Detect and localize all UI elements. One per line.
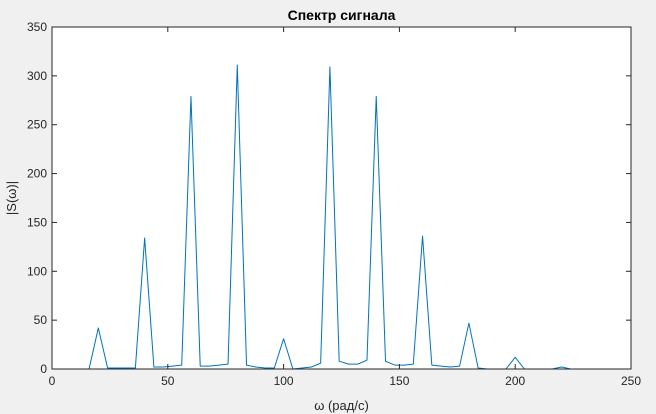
x-tick-label: 0	[49, 374, 56, 388]
axes-box	[51, 26, 632, 370]
y-axis-label: |S(ω)|	[4, 181, 19, 215]
y-tick-label: 300	[27, 69, 47, 83]
y-tick-label: 150	[27, 215, 47, 229]
axes	[51, 26, 632, 370]
chart-title: Спектр сигнала	[288, 7, 396, 23]
x-tick-label: 150	[389, 374, 409, 388]
x-tick-label: 100	[274, 374, 294, 388]
y-tick-label: 50	[34, 313, 48, 327]
x-tick-label: 200	[505, 374, 525, 388]
y-tick-label: 200	[27, 167, 47, 181]
y-tick-label: 350	[27, 20, 47, 34]
y-tick-label: 100	[27, 264, 47, 278]
axes-background	[52, 27, 631, 369]
tick-labels: 0 50 100 150 200 250 0 50 100 150 200 250 300 350	[27, 20, 641, 388]
x-tick-label: 250	[621, 374, 641, 388]
y-tick-label: 0	[40, 362, 47, 376]
x-tick-label: 50	[161, 374, 175, 388]
x-axis-label: ω (рад/с)	[314, 398, 369, 413]
y-tick-label: 250	[27, 118, 47, 132]
